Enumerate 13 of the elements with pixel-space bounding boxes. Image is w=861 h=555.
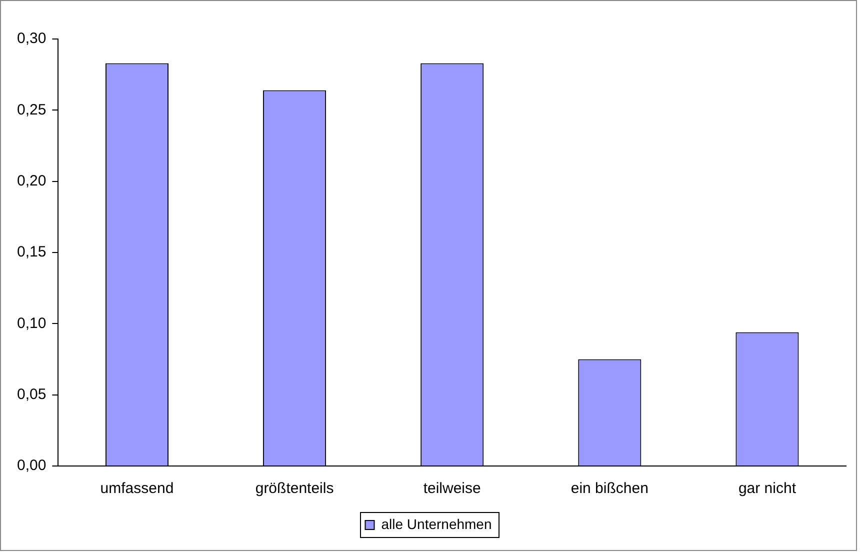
x-tick-label: umfassend xyxy=(100,480,174,498)
y-tick-label: 0,10 xyxy=(16,314,46,332)
legend-label: alle Unternehmen xyxy=(381,516,492,532)
y-tick-label: 0,15 xyxy=(16,244,46,261)
y-tick-label: 0,00 xyxy=(16,457,46,474)
x-tick-label: teilweise xyxy=(423,480,481,498)
y-tick-label: 0,30 xyxy=(16,30,46,48)
y-tick-label: 0,05 xyxy=(16,386,46,403)
y-tick-label: 0,25 xyxy=(16,101,46,118)
y-tick-label: 0,20 xyxy=(16,172,46,190)
x-tick-label: ein bißchen xyxy=(570,480,648,498)
x-tick-label: gar nicht xyxy=(738,480,797,498)
x-tick-label: größtenteils xyxy=(255,480,334,498)
